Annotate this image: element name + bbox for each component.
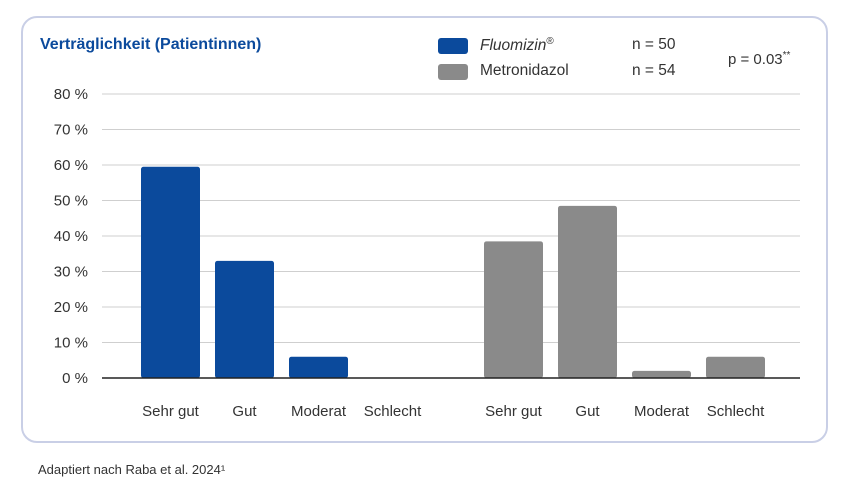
bar bbox=[289, 356, 348, 378]
y-tick-label: 20 % bbox=[54, 299, 88, 316]
y-tick-label: 40 % bbox=[54, 228, 88, 245]
y-tick-label: 0 % bbox=[62, 370, 88, 387]
bar bbox=[215, 260, 274, 378]
x-tick-label: Moderat bbox=[634, 403, 690, 420]
x-tick-label: Gut bbox=[575, 403, 600, 420]
source-note: Adaptiert nach Raba et al. 2024¹ bbox=[38, 462, 226, 477]
p-value: p = 0.03** bbox=[728, 50, 790, 68]
p-value-text: p = 0.03 bbox=[728, 51, 783, 68]
bar bbox=[632, 370, 691, 378]
x-tick-label: Gut bbox=[232, 403, 257, 420]
legend-swatch-fluomizin bbox=[438, 38, 468, 54]
x-tick-label: Sehr gut bbox=[485, 403, 543, 420]
legend-label-metronidazol: Metronidazol bbox=[480, 62, 569, 79]
legend-n-metronidazol: n = 54 bbox=[632, 62, 676, 79]
bar bbox=[141, 166, 200, 378]
y-tick-label: 80 % bbox=[54, 86, 88, 103]
x-tick-label: Schlecht bbox=[364, 403, 422, 420]
chart-title: Verträglichkeit (Patientinnen) bbox=[40, 36, 262, 53]
bar bbox=[558, 205, 617, 378]
registered-mark: ® bbox=[546, 36, 554, 47]
y-tick-label: 70 % bbox=[54, 122, 88, 139]
legend-name-fluomizin: Fluomizin bbox=[480, 37, 547, 55]
y-tick-label: 50 % bbox=[54, 193, 88, 210]
bar bbox=[706, 356, 765, 378]
y-tick-label: 30 % bbox=[54, 264, 88, 281]
legend-n-fluomizin: n = 50 bbox=[632, 36, 676, 53]
p-value-mark: ** bbox=[782, 50, 791, 61]
x-tick-label: Moderat bbox=[291, 403, 347, 420]
y-tick-label: 10 % bbox=[54, 335, 88, 352]
bar bbox=[484, 241, 543, 378]
x-tick-label: Sehr gut bbox=[142, 403, 200, 420]
legend-label-fluomizin: Fluomizin® bbox=[480, 36, 554, 55]
y-tick-label: 60 % bbox=[54, 157, 88, 174]
legend-swatch-metronidazol bbox=[438, 64, 468, 80]
x-tick-label: Schlecht bbox=[707, 403, 765, 420]
